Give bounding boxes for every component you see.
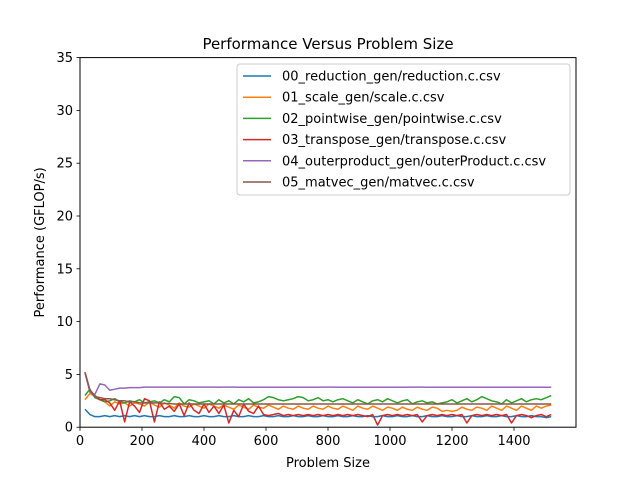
x-tick-label: 800: [316, 434, 341, 449]
series-line-0: [84, 408, 552, 419]
series-line-3: [84, 372, 552, 426]
x-tick-label: 600: [254, 434, 279, 449]
legend: 00_reduction_gen/reduction.c.csv 01_scale…: [236, 63, 571, 196]
y-tick-label: 15: [56, 262, 73, 277]
series-line-4: [84, 372, 552, 396]
series-line-1: [84, 392, 552, 413]
y-axis-ticks: 0 5 10 15 20 25 30 35: [56, 51, 80, 436]
y-tick-label: 35: [56, 51, 73, 66]
chart-title: Performance Versus Problem Size: [202, 35, 453, 53]
legend-label-0: 00_reduction_gen/reduction.c.csv: [282, 70, 501, 85]
x-tick-label: 1400: [497, 434, 530, 449]
x-axis-title: Problem Size: [286, 456, 370, 471]
legend-label-5: 05_matvec_gen/matvec.c.csv: [282, 176, 475, 191]
y-tick-label: 10: [56, 315, 73, 330]
x-tick-label: 0: [76, 434, 84, 449]
y-axis-title: Performance (GFLOP/s): [33, 167, 48, 317]
series-line-2: [84, 388, 552, 405]
legend-items: 00_reduction_gen/reduction.c.csv 01_scale…: [243, 70, 546, 191]
x-tick-label: 400: [192, 434, 217, 449]
legend-label-2: 02_pointwise_gen/pointwise.c.csv: [282, 112, 502, 127]
x-tick-label: 1200: [435, 434, 468, 449]
x-tick-label: 1000: [373, 434, 406, 449]
y-tick-label: 0: [65, 421, 73, 436]
legend-label-4: 04_outerproduct_gen/outerProduct.c.csv: [282, 154, 546, 169]
x-axis-ticks: 0 200 400 600 800 1000 1200 1400: [76, 427, 531, 449]
y-tick-label: 20: [56, 210, 73, 225]
legend-label-1: 01_scale_gen/scale.c.csv: [282, 91, 445, 106]
series-line-5: [84, 372, 552, 405]
x-tick-label: 200: [130, 434, 155, 449]
y-tick-label: 30: [56, 104, 73, 119]
y-tick-label: 5: [65, 368, 73, 383]
plot-lines: [84, 372, 552, 426]
legend-label-3: 03_transpose_gen/transpose.c.csv: [282, 133, 507, 148]
y-tick-label: 25: [56, 157, 73, 172]
legend-frame: [236, 63, 571, 196]
